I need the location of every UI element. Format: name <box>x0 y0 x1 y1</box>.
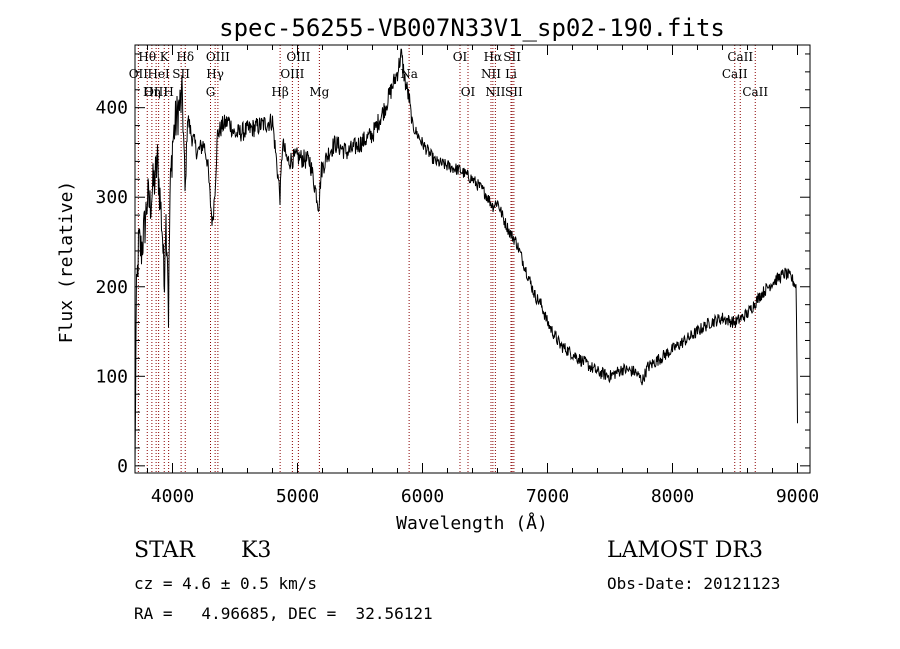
line-label: OII <box>129 67 149 81</box>
line-label: SII <box>172 67 190 81</box>
x-tick-label: 6000 <box>401 486 444 507</box>
obs-date-label: Obs-Date: 20121123 <box>607 574 781 593</box>
line-label: Hβ <box>271 85 288 99</box>
line-label: SII <box>505 85 523 99</box>
plot-frame <box>134 44 811 474</box>
line-label: Hη <box>143 85 161 99</box>
y-tick-label: 100 <box>95 366 128 387</box>
spectrum-line <box>134 48 798 466</box>
spectral-line-markers <box>137 45 756 473</box>
line-label: NII <box>481 67 501 81</box>
class-label: STAR <box>134 538 195 563</box>
line-label: K <box>160 50 170 64</box>
y-tick-label: 200 <box>95 277 128 298</box>
line-label: CaII <box>727 50 753 64</box>
x-tick-label: 5000 <box>276 486 319 507</box>
subclass-label: K3 <box>241 538 272 563</box>
line-label: Mg <box>309 85 329 99</box>
y-tick-label: 0 <box>117 456 128 477</box>
x-axis-label: Wavelength (Å) <box>396 512 548 534</box>
coords-label: RA = 4.96685, DEC = 32.56121 <box>134 604 433 623</box>
line-label: CaII <box>742 85 768 99</box>
survey-label: LAMOST DR3 <box>607 538 763 563</box>
line-label: OI <box>461 85 476 99</box>
line-label: CaII <box>722 67 748 81</box>
line-label: NII <box>485 85 505 99</box>
line-label: Hθ <box>138 50 156 64</box>
line-label: Hγ <box>206 67 224 81</box>
line-label: H <box>163 85 173 99</box>
line-label: G <box>206 85 216 99</box>
y-tick-label: 300 <box>95 187 128 208</box>
line-label: Hα <box>484 50 503 64</box>
x-tick-label: 4000 <box>151 486 194 507</box>
y-tick-label: 400 <box>95 98 128 119</box>
line-label: OIII <box>286 50 310 64</box>
line-label: OIII <box>144 85 168 99</box>
line-label: OIII <box>206 50 230 64</box>
line-label: OI <box>453 50 468 64</box>
y-axis: 0 100 200 300 400 <box>95 53 810 477</box>
redshift-label: cz = 4.6 ± 0.5 km/s <box>134 574 318 593</box>
line-label: HeI <box>147 67 170 81</box>
spectral-line-labels: Hθ OII OIII K HeI Hη SII H Hδ OIII Hγ G OIII OIII Hβ Mg… <box>129 50 769 99</box>
x-tick-label: 9000 <box>776 486 819 507</box>
x-tick-label: 7000 <box>526 486 569 507</box>
line-label: SII <box>503 50 521 64</box>
line-label: Li <box>505 67 517 81</box>
x-tick-label: 8000 <box>651 486 694 507</box>
chart-title: spec-56255-VB007N33V1_sp02-190.fits <box>219 14 725 42</box>
x-axis: 4000 5000 6000 7000 8000 9000 <box>147 45 819 507</box>
line-label: Hδ <box>176 50 194 64</box>
y-axis-label: Flux (relative) <box>56 181 77 344</box>
line-label: OIII <box>280 67 304 81</box>
